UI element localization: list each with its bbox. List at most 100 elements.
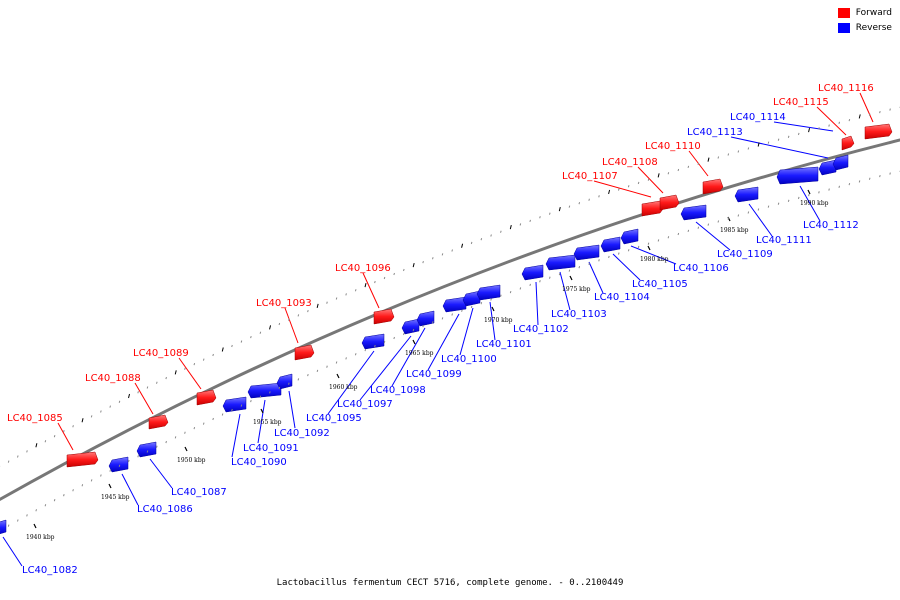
gene-leader-line xyxy=(327,350,375,415)
reverse-gene-LC40_1109[interactable] xyxy=(680,204,707,221)
reverse-gene-LC40_1105[interactable] xyxy=(600,236,621,253)
minor-tick xyxy=(326,365,328,368)
reverse-gene-LC40_1106[interactable] xyxy=(620,228,639,245)
kbp-tick-mark xyxy=(336,373,340,379)
minor-tick xyxy=(539,216,541,219)
minor-tick xyxy=(687,165,690,168)
minor-tick xyxy=(727,217,730,220)
minor-tick xyxy=(539,280,541,283)
forward-gene-LC40_1089[interactable] xyxy=(196,389,217,406)
minor-tick xyxy=(354,353,357,356)
minor-tick xyxy=(109,469,111,472)
minor-tick xyxy=(146,450,149,453)
minor-tick xyxy=(657,239,660,242)
forward-gene-LC40_1093[interactable] xyxy=(294,344,315,361)
reverse-gene-LC40_1091[interactable] xyxy=(247,382,282,399)
reverse-gene-LC40_1114[interactable] xyxy=(832,154,849,171)
minor-tick xyxy=(307,373,309,377)
minor-tick xyxy=(757,208,760,211)
reverse-gene-LC40_1095[interactable] xyxy=(361,333,385,350)
minor-tick xyxy=(326,301,328,304)
forward-gene-LC40_1115[interactable] xyxy=(841,135,855,151)
gene-label: LC40_1089 xyxy=(133,348,189,359)
minor-tick xyxy=(618,252,620,255)
minor-tick xyxy=(667,236,670,239)
forward-gene-LC40_1088[interactable] xyxy=(148,414,169,430)
minor-tick xyxy=(165,440,167,444)
minor-tick xyxy=(828,124,830,127)
minor-tick xyxy=(17,519,19,522)
minor-tick xyxy=(307,309,309,313)
minor-tick xyxy=(889,108,891,111)
reverse-gene-LC40_1111[interactable] xyxy=(734,186,759,203)
minor-tick xyxy=(767,205,770,208)
reverse-gene-LC40_1112[interactable] xyxy=(776,166,819,185)
reverse-gene-LC40_1104[interactable] xyxy=(573,244,600,261)
minor-tick xyxy=(627,185,630,188)
forward-gene-LC40_1108[interactable] xyxy=(659,194,680,211)
minor-tick xyxy=(529,219,531,222)
gene-label: LC40_1116 xyxy=(818,83,874,94)
gene-leader-line xyxy=(121,473,139,506)
minor-tick xyxy=(747,211,750,214)
gene-label: LC40_1098 xyxy=(370,385,426,396)
minor-tick xyxy=(432,321,434,324)
forward-gene-LC40_1085[interactable] xyxy=(66,451,99,468)
reverse-gene-LC40_1100[interactable] xyxy=(462,290,481,307)
minor-tick xyxy=(677,232,680,236)
kbp-tick-label: 1970 kbp xyxy=(484,317,513,324)
reverse-gene-LC40_1113[interactable] xyxy=(818,159,837,176)
legend-forward-label: Forward xyxy=(855,8,892,18)
minor-tick xyxy=(608,255,610,259)
gene-leader-line xyxy=(288,390,296,429)
minor-tick xyxy=(44,440,47,443)
reverse-gene-LC40_1090[interactable] xyxy=(222,396,247,413)
reverse-gene-LC40_1102[interactable] xyxy=(521,264,544,281)
kbp-tick-label: 1975 kbp xyxy=(562,286,591,293)
kbp-tick-mark xyxy=(33,523,37,529)
minor-tick xyxy=(118,464,121,467)
reverse-gene-LC40_1092[interactable] xyxy=(276,373,293,390)
reverse-gene-LC40_1087[interactable] xyxy=(136,441,157,458)
reverse-gene-LC40_1101[interactable] xyxy=(476,284,501,301)
minor-tick xyxy=(345,293,347,296)
gene-label: LC40_1091 xyxy=(243,443,299,454)
minor-tick xyxy=(509,224,512,230)
reverse-gene-LC40_1097[interactable] xyxy=(401,318,420,335)
gene-leader-line xyxy=(257,399,266,444)
gene-leader-line xyxy=(134,382,154,415)
forward-gene-LC40_1110[interactable] xyxy=(702,178,724,195)
gene-leader-line xyxy=(748,203,773,237)
minor-tick xyxy=(109,405,111,408)
kbp-tick-mark xyxy=(807,189,811,195)
kbp-tick-label: 1960 kbp xyxy=(329,384,358,391)
minor-tick xyxy=(44,504,47,507)
minor-tick xyxy=(202,422,205,425)
reverse-gene-LC40_1099[interactable] xyxy=(442,296,467,313)
minor-tick xyxy=(193,363,196,366)
legend: Forward Reverse xyxy=(837,8,892,38)
kbp-tick-label: 1985 kbp xyxy=(720,227,749,234)
reverse-gene-LC40_1086[interactable] xyxy=(108,456,129,473)
forward-gene-LC40_1096[interactable] xyxy=(373,308,395,325)
minor-tick xyxy=(490,298,492,301)
reverse-gene-LC40_1098[interactable] xyxy=(416,310,435,327)
minor-tick xyxy=(757,142,760,147)
minor-tick xyxy=(549,276,551,279)
kbp-tick-mark xyxy=(184,446,188,452)
forward-gene-LC40_1107[interactable] xyxy=(641,200,664,217)
minor-tick xyxy=(838,121,841,124)
minor-tick xyxy=(480,238,483,241)
gene-leader-line xyxy=(459,307,474,356)
reverse-gene-LC40_1103[interactable] xyxy=(545,254,576,271)
gene-leader-line xyxy=(149,458,173,489)
kbp-tick-label: 1980 kbp xyxy=(640,256,669,263)
minor-tick xyxy=(403,268,405,272)
forward-gene-LC40_1116[interactable] xyxy=(864,123,893,140)
reverse-gene-LC40_1082[interactable] xyxy=(0,519,7,535)
gene-label: LC40_1093 xyxy=(256,298,312,309)
minor-tick xyxy=(288,382,290,385)
minor-tick xyxy=(797,132,800,136)
gene-label: LC40_1099 xyxy=(406,369,462,380)
kbp-tick-mark xyxy=(108,483,112,489)
